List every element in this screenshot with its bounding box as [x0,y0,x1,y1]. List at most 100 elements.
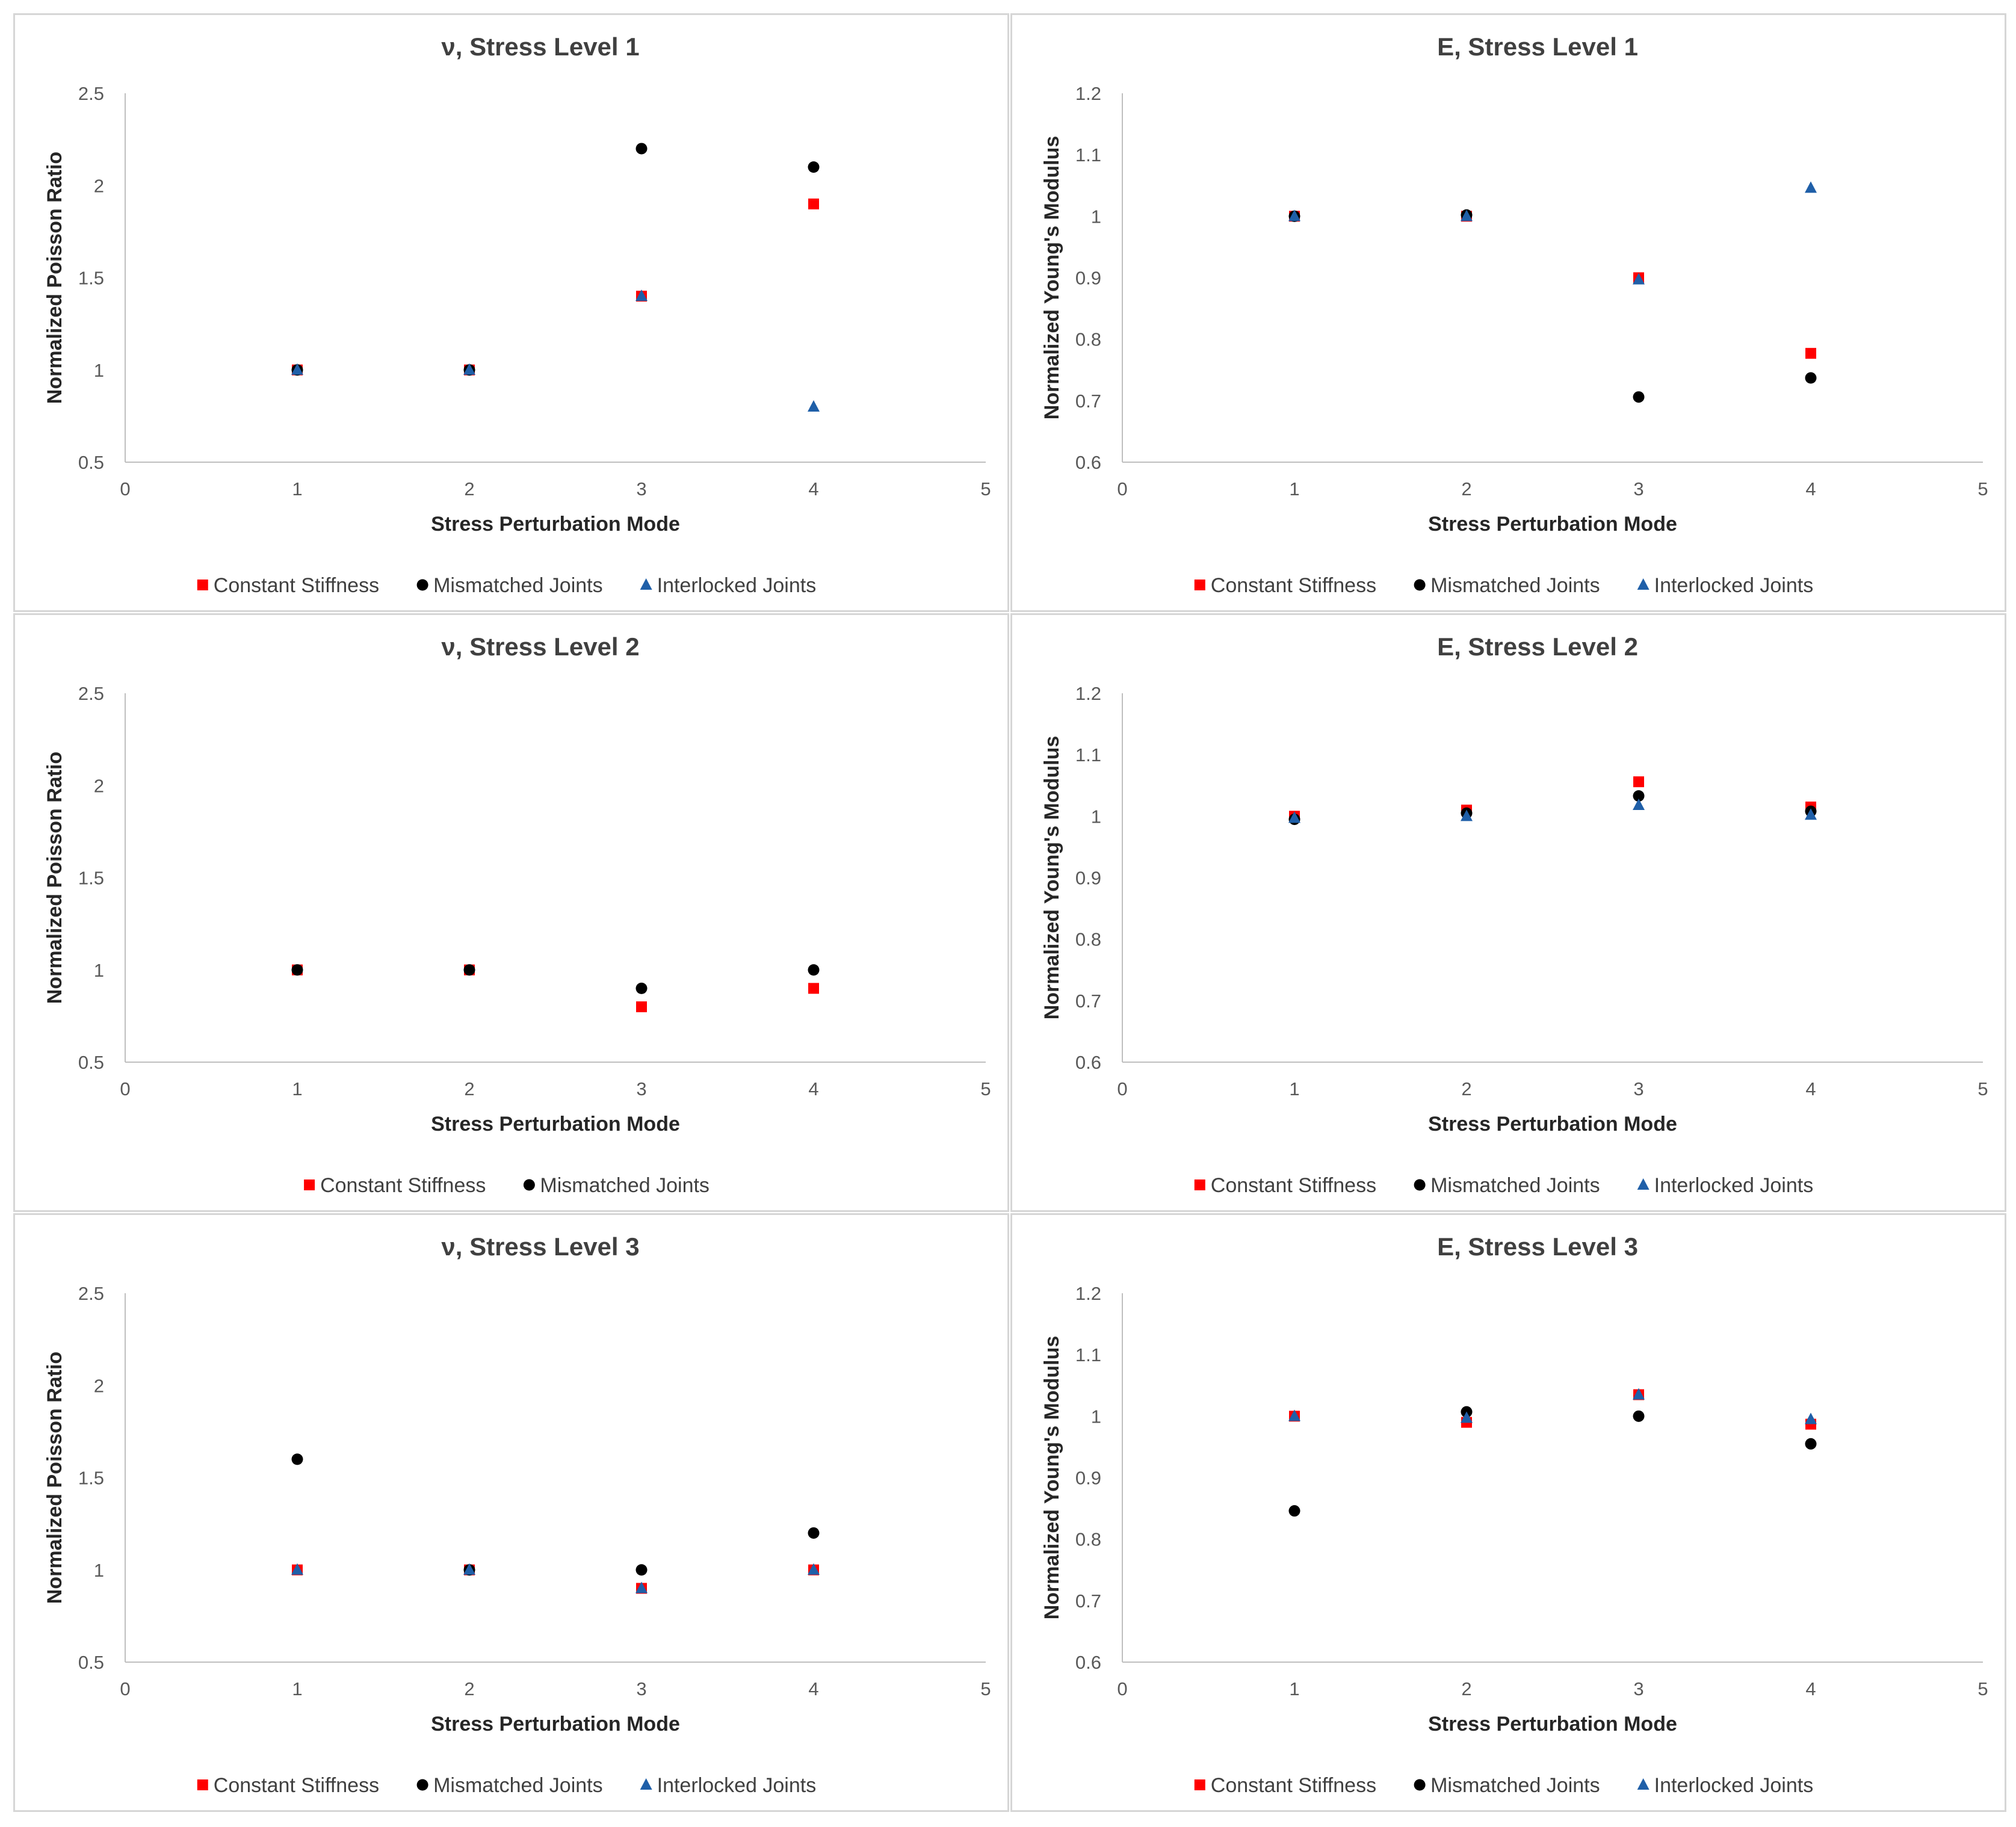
data-point-mismatched-joints [808,1527,820,1539]
legend-item-mismatched-joints: Mismatched Joints [416,574,603,597]
data-point-mismatched-joints [1805,1438,1817,1450]
panel-e-stress-level-3: E, Stress Level 3 0.6 0.7 0.8 0.9 1 1.1 1.2 0 1 2 3… [1010,1213,2006,1812]
x-tick-label: 4 [808,478,818,499]
y-axis-title: Normalized Young's Modulus [1040,136,1063,420]
legend: Constant Stiffness Mismatched Joints Inter… [1194,1774,1814,1797]
data-point-interlocked-joints [1461,809,1473,821]
legend-label: Mismatched Joints [433,1774,603,1797]
chart-title: ν, Stress Level 1 [441,32,639,61]
x-tick-label: 4 [808,1078,818,1099]
legend: Constant Stiffness Mismatched Joints Inter… [1194,574,1814,597]
legend-label: Interlocked Joints [1654,1174,1814,1197]
legend-marker [1414,1179,1426,1191]
data-point-interlocked-joints [1805,808,1817,820]
legend-label: Constant Stiffness [214,1774,379,1797]
x-tick-label: 5 [980,1078,991,1099]
legend-item-mismatched-joints: Mismatched Joints [523,1174,710,1197]
legend-marker [640,578,652,590]
series-constant-stiffness [292,1564,819,1594]
y-tick-label: 1 [94,960,104,981]
legend-label: Constant Stiffness [1211,1774,1376,1797]
data-point-interlocked-joints [1633,798,1645,810]
series-constant-stiffness [1289,776,1816,822]
y-tick-label: 0.7 [1075,991,1101,1012]
x-tick-label: 0 [1117,1678,1127,1699]
chart-nu-stress-level-1: ν, Stress Level 1 0.5 1 1.5 2 2.5 0 1 2 3 4 5 Stress… [43,32,991,597]
chart-nu-stress-level-2: ν, Stress Level 2 0.5 1 1.5 2 2.5 0 1 2 3 4 5 Stress… [43,632,991,1197]
chart-title: E, Stress Level 1 [1437,32,1638,61]
legend-item-constant-stiffness: Constant Stiffness [197,574,379,597]
data-point-constant-stiffness [636,1001,647,1013]
x-tick-label: 4 [1805,1078,1816,1099]
legend-item-interlocked-joints: Interlocked Joints [1637,574,1814,597]
x-tick-label: 2 [1461,1678,1471,1699]
legend-marker [1637,1178,1650,1190]
x-tick-label: 3 [1633,1078,1643,1099]
data-point-interlocked-joints [1288,1409,1300,1421]
data-point-mismatched-joints [808,964,820,976]
legend-item-constant-stiffness: Constant Stiffness [304,1174,486,1197]
data-point-interlocked-joints [1633,1388,1645,1400]
y-tick-label: 1 [1091,806,1101,827]
series-mismatched-joints [1288,209,1817,403]
chart-title: ν, Stress Level 2 [441,632,639,661]
series-interlocked-joints [1288,181,1817,285]
legend-label: Constant Stiffness [214,574,379,597]
data-point-mismatched-joints [635,1564,648,1576]
panel-nu-stress-level-3: ν, Stress Level 3 0.5 1 1.5 2 2.5 0 1 2 3 4 5 Stress… [13,1213,1009,1812]
chart-nu-stress-level-3: ν, Stress Level 3 0.5 1 1.5 2 2.5 0 1 2 3 4 5 Stress… [43,1232,991,1797]
x-tick-label: 2 [464,478,474,499]
y-tick-label: 0.5 [78,452,104,473]
legend-label: Mismatched Joints [433,574,603,597]
legend-marker [304,1179,315,1190]
y-tick-label: 1.2 [1075,1283,1101,1304]
x-tick-label: 1 [292,478,302,499]
x-axis-title: Stress Perturbation Mode [431,1113,680,1136]
chart-e-stress-level-3: E, Stress Level 3 0.6 0.7 0.8 0.9 1 1.1 1.2 0 1 2 3… [1040,1232,1988,1797]
y-axis-title: Normalized Poisson Ratio [43,1352,66,1604]
series-constant-stiffness [292,198,819,376]
x-axis-title: Stress Perturbation Mode [431,1713,680,1736]
legend: Constant Stiffness Mismatched Joints Inter… [197,574,816,597]
data-point-interlocked-joints [1805,1412,1817,1424]
legend-label: Interlocked Joints [1654,1774,1814,1797]
y-tick-label: 0.5 [78,1052,104,1073]
data-point-interlocked-joints [808,400,820,412]
y-tick-label: 0.6 [1075,452,1101,473]
x-tick-label: 1 [1289,1078,1299,1099]
x-tick-label: 4 [1805,1678,1816,1699]
legend-label: Interlocked Joints [1654,574,1814,597]
y-axis-title: Normalized Young's Modulus [1040,736,1063,1020]
chart-e-stress-level-2: E, Stress Level 2 0.6 0.7 0.8 0.9 1 1.1 1.2 0 1 2 3… [1040,632,1988,1197]
legend: Constant Stiffness Mismatched Joints Inter… [1194,1174,1814,1197]
y-tick-label: 1 [94,1560,104,1581]
legend-marker [523,1179,535,1191]
data-point-constant-stiffness [1633,776,1644,788]
x-tick-label: 5 [1977,1678,1988,1699]
legend: Constant Stiffness Mismatched Joints [304,1174,710,1197]
x-tick-label: 3 [636,1078,646,1099]
x-tick-label: 1 [292,1678,302,1699]
y-tick-label: 1.1 [1075,1344,1101,1365]
y-tick-label: 0.7 [1075,1591,1101,1612]
y-tick-label: 2 [94,775,104,796]
data-point-mismatched-joints [635,982,648,994]
y-tick-label: 0.7 [1075,391,1101,412]
data-point-constant-stiffness [1805,348,1816,359]
panel-nu-stress-level-2: ν, Stress Level 2 0.5 1 1.5 2 2.5 0 1 2 3 4 5 Stress… [13,613,1009,1212]
series-constant-stiffness [292,964,819,1013]
chart-e-stress-level-1: E, Stress Level 1 0.6 0.7 0.8 0.9 1 1.1 1.2 0 1 2 3… [1040,32,1988,597]
series-interlocked-joints [291,1563,820,1594]
y-tick-label: 1.2 [1075,83,1101,104]
legend-label: Mismatched Joints [1430,1174,1600,1197]
y-tick-label: 0.9 [1075,1468,1101,1489]
legend-marker [416,579,428,591]
x-axis-title: Stress Perturbation Mode [1428,513,1677,536]
panel-e-stress-level-1: E, Stress Level 1 0.6 0.7 0.8 0.9 1 1.1 1.2 0 1 2 3… [1010,13,2006,612]
series-interlocked-joints [291,289,820,412]
x-tick-label: 1 [1289,1678,1299,1699]
legend-label: Constant Stiffness [320,1174,486,1197]
x-tick-label: 3 [1633,1678,1643,1699]
data-point-interlocked-joints [463,1563,475,1575]
series-constant-stiffness [1289,211,1816,359]
